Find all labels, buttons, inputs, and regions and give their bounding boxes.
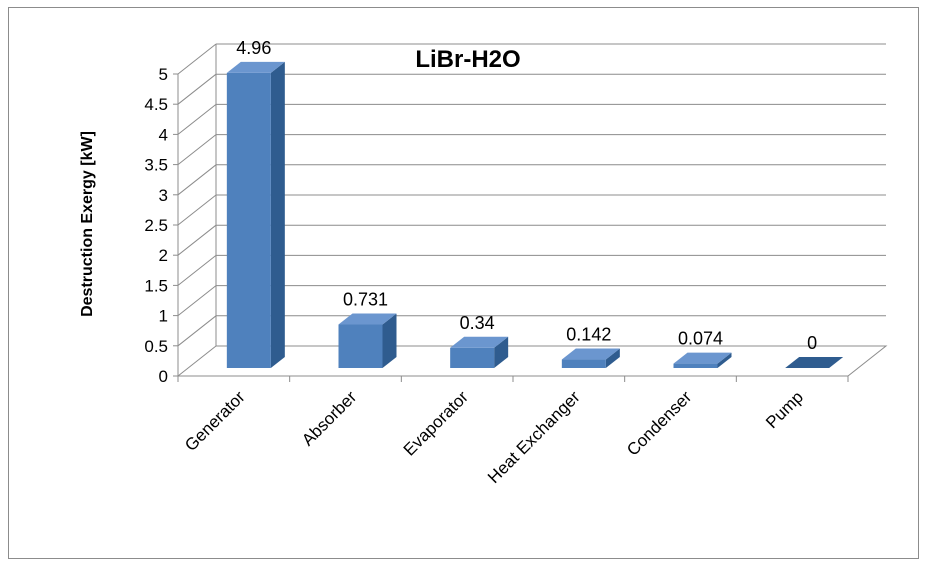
bar [673, 352, 732, 368]
x-tick-label: Generator [181, 387, 249, 455]
bar-side [605, 348, 620, 368]
data-label: 0.731 [343, 290, 388, 310]
gridline-left [177, 194, 217, 226]
y-tick-label: 0 [159, 367, 168, 386]
y-tick-label: 2 [159, 246, 168, 265]
data-label: 0 [807, 333, 817, 353]
bars [226, 61, 844, 369]
y-tick-label: 3.5 [144, 156, 168, 175]
gridline-left [177, 224, 217, 256]
y-tick-label: 2.5 [144, 216, 168, 235]
y-tick-label: 4.5 [144, 95, 168, 114]
bar-side [270, 61, 285, 368]
chart-frame [8, 7, 919, 559]
bar-top [226, 61, 285, 73]
gridline-left [177, 285, 217, 316]
axes [173, 44, 888, 382]
gridline-left [177, 73, 217, 105]
bar [338, 313, 397, 368]
bar-top [338, 313, 397, 325]
bar [561, 348, 620, 368]
bar-side [382, 313, 397, 368]
y-tick-label: 3 [159, 186, 168, 205]
gridline-left [177, 104, 217, 135]
bar-top [450, 336, 509, 348]
x-tick-label: Pump [762, 387, 807, 432]
y-tick-label: 5 [159, 65, 168, 84]
gridline-left [177, 134, 217, 165]
y-axis-label: Destruction Exergy [kW] [79, 131, 96, 317]
data-label: 0.142 [566, 325, 611, 345]
bar-front [226, 72, 271, 368]
bar-front [561, 359, 606, 368]
bar-side [494, 336, 509, 368]
gridline-left [177, 43, 217, 75]
x-tick-label: Evaporator [400, 387, 472, 459]
x-tick-label: Heat Exchanger [484, 387, 584, 487]
bar-front [673, 363, 718, 368]
data-label: 0.34 [460, 313, 495, 333]
gridline-left [177, 164, 217, 196]
bar [450, 336, 509, 368]
bar-top [785, 357, 844, 368]
bar-side [717, 352, 732, 368]
bar-top [561, 348, 620, 360]
data-label: 4.96 [236, 38, 271, 58]
gridline-left [177, 345, 217, 377]
y-tick-label: 1 [159, 307, 168, 326]
gridline-left [177, 315, 217, 347]
gridline-left [177, 255, 217, 286]
bar-front [338, 324, 383, 368]
data-label: 0.074 [678, 329, 723, 349]
bar-top [673, 352, 732, 364]
bar [785, 357, 844, 369]
y-tick-label: 4 [159, 125, 168, 144]
bar [226, 61, 285, 368]
x-tick-label: Condenser [623, 387, 695, 459]
bar-front [450, 347, 495, 368]
x-tick-label: Absorber [298, 387, 360, 449]
y-tick-label: 0.5 [144, 337, 168, 356]
chart-title: LiBr-H2O [415, 46, 520, 73]
y-tick-label: 1.5 [144, 276, 168, 295]
